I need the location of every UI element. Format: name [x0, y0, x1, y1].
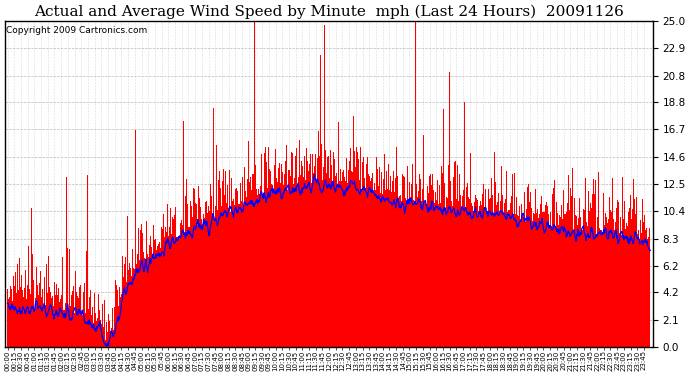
- Text: Copyright 2009 Cartronics.com: Copyright 2009 Cartronics.com: [6, 26, 147, 35]
- Title: Actual and Average Wind Speed by Minute  mph (Last 24 Hours)  20091126: Actual and Average Wind Speed by Minute …: [34, 4, 624, 18]
